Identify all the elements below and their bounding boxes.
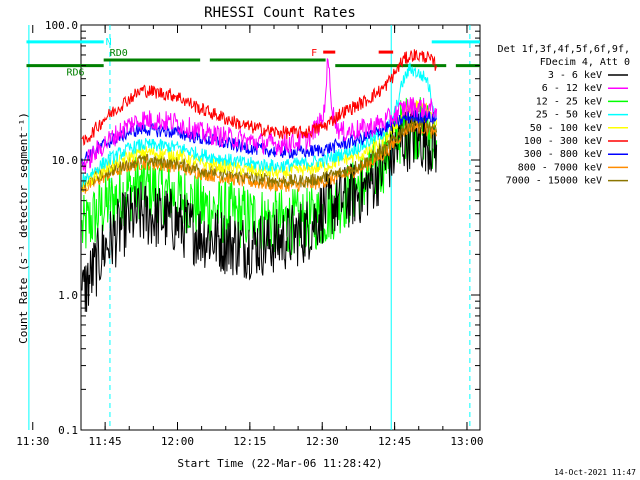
legend-entry-label: 6 - 12 keV [542, 83, 602, 94]
annotation-label: RD0 [110, 48, 128, 59]
annotation-label: N [106, 37, 112, 48]
x-tick-label: 12:30 [306, 435, 339, 448]
legend-entry-label: 800 - 7000 keV [518, 162, 602, 173]
annotation-label: F [311, 48, 317, 59]
legend-header: Det 1f,3f,4f,5f,6f,9f, [498, 44, 630, 55]
x-tick-label: 13:00 [450, 435, 483, 448]
x-tick-label: 12:00 [161, 435, 194, 448]
x-axis-label: Start Time (22-Mar-06 11:28:42) [177, 457, 382, 470]
series-line [81, 49, 438, 146]
series-line [81, 62, 438, 187]
timestamp: 14-Oct-2021 11:47 [554, 468, 636, 477]
series-line [81, 58, 438, 173]
chart-title: RHESSI Count Rates [204, 5, 356, 21]
legend-entry-label: 12 - 25 keV [536, 96, 602, 107]
series-layer [81, 49, 438, 312]
axes-layer: 100.0 10.0 1.0 0.1 11:30 11:45 12:00 12:15 12:30… [16, 19, 483, 448]
x-tick-label: 12:15 [233, 435, 266, 448]
legend-header: FDecim 4, Att 0 [540, 57, 630, 68]
legend-entry-label: 7000 - 15000 keV [506, 176, 602, 187]
y-axis-label: Count Rate (s⁻¹ detector segment⁻¹) [17, 112, 30, 344]
y-tick-label: 100.0 [45, 19, 78, 32]
legend: Det 1f,3f,4f,5f,6f,9f, FDecim 4, Att 0 3 -… [498, 44, 630, 187]
annotation-label: RD6 [66, 68, 84, 79]
legend-entry-label: 3 - 6 keV [548, 70, 602, 81]
y-tick-label: 0.1 [58, 424, 78, 437]
series-line [81, 108, 438, 312]
legend-entry-label: 300 - 800 keV [524, 149, 602, 160]
legend-entry-label: 100 - 300 keV [524, 136, 602, 147]
x-tick-label: 11:45 [89, 435, 122, 448]
x-tick-label: 11:30 [16, 435, 49, 448]
legend-entry-label: 25 - 50 keV [536, 110, 602, 121]
legend-entry-label: 50 - 100 keV [530, 123, 602, 134]
plot-frame [80, 24, 481, 431]
x-tick-label: 12:45 [378, 435, 411, 448]
y-tick-label: 10.0 [52, 154, 79, 167]
y-tick-label: 1.0 [58, 289, 78, 302]
